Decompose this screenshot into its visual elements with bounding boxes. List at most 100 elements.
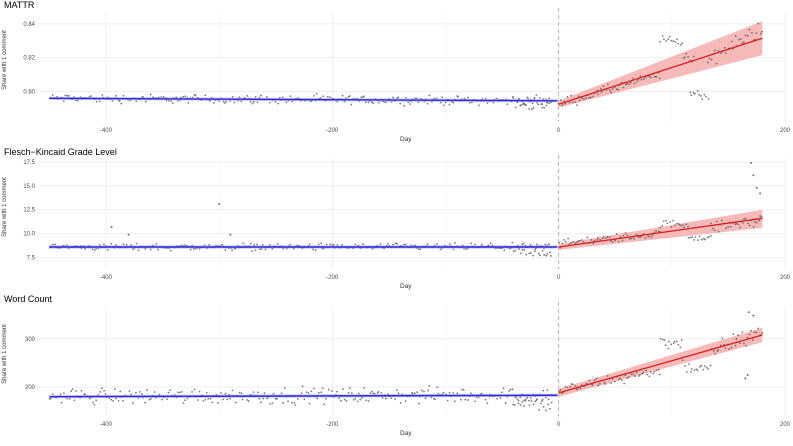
- data-point: [274, 397, 277, 400]
- data-point: [530, 108, 533, 111]
- data-point: [528, 399, 530, 402]
- data-point: [608, 236, 611, 239]
- data-point: [558, 390, 560, 393]
- data-point: [700, 238, 703, 241]
- x-tick-label: 0: [557, 128, 561, 134]
- data-point: [601, 237, 604, 240]
- data-point: [658, 373, 661, 376]
- data-point: [546, 389, 549, 392]
- data-point: [637, 236, 639, 238]
- data-point: [448, 391, 451, 394]
- data-point: [547, 398, 550, 401]
- data-point: [481, 243, 483, 246]
- data-point: [367, 101, 370, 104]
- data-point: [148, 398, 151, 401]
- data-point-outlier: [750, 161, 753, 164]
- data-point: [263, 392, 266, 394]
- data-point: [103, 389, 106, 392]
- data-point: [642, 371, 645, 374]
- data-point: [258, 248, 261, 251]
- data-point: [715, 62, 718, 65]
- data-point: [524, 398, 527, 401]
- x-axis-label: Day: [400, 283, 412, 290]
- data-point: [397, 96, 400, 99]
- data-point: [526, 96, 529, 99]
- data-point: [541, 106, 544, 109]
- data-point: [611, 377, 614, 380]
- data-point: [680, 339, 683, 341]
- data-point: [204, 398, 207, 401]
- data-point: [424, 397, 427, 399]
- data-point: [320, 242, 323, 245]
- data-point: [166, 398, 168, 401]
- data-point: [564, 240, 567, 243]
- data-point: [713, 229, 716, 232]
- data-point: [532, 254, 535, 257]
- data-point: [559, 388, 562, 391]
- data-point: [256, 101, 259, 104]
- data-point: [448, 243, 451, 246]
- data-point: [221, 243, 223, 246]
- data-point: [591, 384, 594, 386]
- data-point: [578, 239, 581, 242]
- x-axis-label: Day: [400, 430, 412, 437]
- data-point: [266, 397, 269, 400]
- y-tick-label: 0.82: [23, 56, 35, 62]
- data-point: [93, 249, 96, 252]
- data-point: [541, 400, 543, 402]
- x-tick-label: 200: [780, 422, 791, 428]
- post-trend-line: [558, 334, 763, 394]
- data-point: [293, 401, 296, 404]
- chart-word-count: -400 -200 0 200 200 300: [25, 302, 791, 428]
- data-point: [182, 95, 185, 98]
- data-point: [381, 397, 384, 399]
- data-point: [60, 401, 63, 404]
- data-point: [155, 243, 158, 245]
- data-point: [373, 392, 376, 395]
- data-point: [714, 352, 716, 355]
- data-point: [277, 102, 279, 105]
- data-point: [378, 101, 380, 104]
- x-tick-label: -200: [326, 128, 339, 134]
- data-point: [517, 402, 520, 405]
- data-point: [620, 379, 623, 382]
- data-point: [659, 337, 662, 340]
- data-point: [470, 101, 473, 104]
- data-point: [426, 243, 429, 245]
- data-point: [521, 103, 524, 106]
- data-point: [670, 343, 673, 346]
- data-point: [717, 49, 720, 52]
- data-point: [667, 38, 670, 40]
- data-point: [655, 230, 657, 232]
- data-point: [688, 363, 690, 365]
- data-point: [59, 393, 62, 396]
- data-point: [655, 75, 658, 78]
- data-point: [399, 402, 402, 404]
- data-point: [633, 237, 636, 240]
- data-point: [670, 226, 673, 228]
- data-point: [251, 102, 254, 105]
- data-point: [329, 243, 332, 246]
- data-point: [439, 248, 442, 251]
- y-axis-label: Share with 1 comment: [2, 177, 8, 237]
- data-point: [528, 107, 531, 110]
- data-point: [547, 403, 550, 406]
- data-point: [602, 235, 605, 238]
- post-trend-line: [558, 217, 763, 248]
- data-point: [54, 243, 57, 246]
- x-tick-label: 0: [557, 275, 561, 281]
- data-point: [531, 102, 534, 105]
- data-point: [597, 236, 599, 239]
- data-point: [209, 397, 212, 400]
- data-point: [701, 98, 704, 100]
- data-point: [256, 243, 258, 246]
- data-point: [272, 392, 275, 395]
- data-point: [194, 94, 197, 97]
- data-point: [661, 35, 664, 37]
- data-point: [583, 98, 585, 101]
- data-point: [689, 371, 692, 373]
- data-point: [707, 367, 710, 370]
- data-point: [392, 96, 394, 99]
- data-point: [508, 390, 510, 392]
- data-point: [532, 107, 535, 109]
